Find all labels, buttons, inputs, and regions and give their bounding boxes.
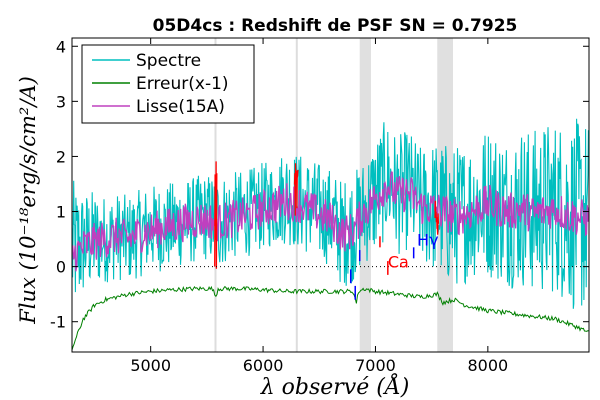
x-tick-label-0: 5000 bbox=[130, 356, 171, 375]
red-segment-1 bbox=[293, 163, 299, 216]
plot-inner: Ca Hγ bbox=[72, 38, 589, 352]
plot-area: Ca Hγ bbox=[72, 38, 589, 352]
red-segment-0 bbox=[214, 161, 218, 269]
y-tick-label-4: 3 bbox=[56, 92, 66, 111]
legend-label-2: Lisse(15A) bbox=[136, 97, 225, 117]
x-tick-label-2: 7000 bbox=[355, 356, 396, 375]
x-tick-label-3: 8000 bbox=[467, 356, 508, 375]
y-tick-label-2: 1 bbox=[56, 203, 66, 222]
plot-frame bbox=[71, 37, 590, 353]
x-tick-label-1: 6000 bbox=[243, 356, 284, 375]
y-tick-label-1: 0 bbox=[56, 258, 66, 277]
legend-label-1: Erreur(x-1) bbox=[136, 74, 229, 94]
legend-box bbox=[81, 44, 255, 124]
series-lisse bbox=[72, 171, 589, 272]
shaded-band-0 bbox=[359, 38, 371, 352]
annotation-0: Ca bbox=[388, 253, 409, 272]
y-tick-label-3: 2 bbox=[56, 147, 66, 166]
legend: Spectre Erreur(x-1) Lisse(15A) bbox=[81, 44, 255, 124]
x-axis-label: λ observé (Å) bbox=[260, 372, 410, 400]
annotation-1: Hγ bbox=[417, 231, 439, 250]
red-segment-2 bbox=[434, 200, 440, 235]
chart-title: 05D4cs : Redshift de PSF SN = 0.7925 bbox=[153, 16, 518, 36]
y-axis-label: Flux (10⁻¹⁸erg/s/cm²/A) bbox=[16, 76, 40, 325]
axes: 5000 6000 7000 8000 -1 0 1 2 3 4 bbox=[50, 37, 590, 375]
y-tick-label-0: -1 bbox=[50, 313, 66, 332]
legend-label-0: Spectre bbox=[136, 51, 201, 71]
y-tick-label-5: 4 bbox=[56, 37, 66, 56]
series-erreur bbox=[72, 285, 589, 351]
